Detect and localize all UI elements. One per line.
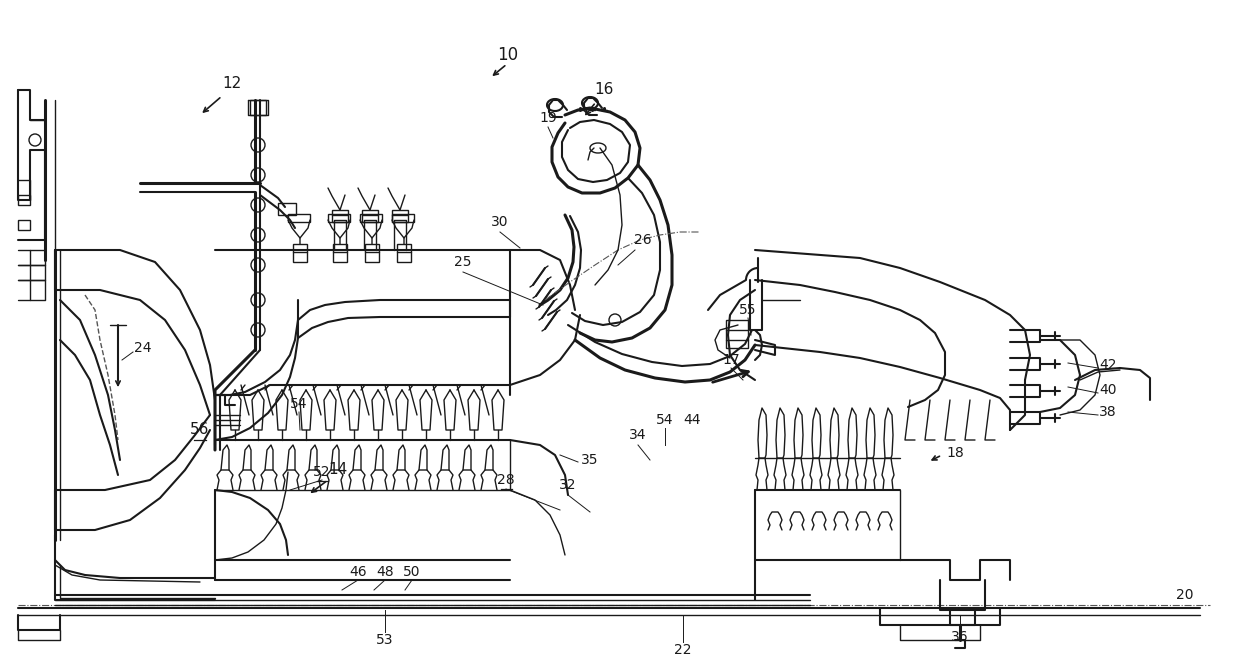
Bar	[397, 244, 410, 262]
Text: 35: 35	[582, 453, 599, 467]
Bar	[250, 100, 267, 115]
Bar	[329, 214, 350, 222]
Text: 53: 53	[376, 633, 394, 647]
Text: 16: 16	[594, 82, 614, 98]
Bar	[19, 195, 30, 205]
Text: 18: 18	[946, 446, 963, 460]
Text: 52: 52	[314, 465, 331, 479]
Text: 10: 10	[497, 46, 518, 64]
Text: 14: 14	[329, 463, 347, 477]
Text: 12: 12	[222, 76, 242, 90]
Text: 56: 56	[190, 422, 210, 438]
Bar	[19, 220, 30, 230]
Bar	[392, 210, 408, 222]
Text: 42: 42	[1099, 358, 1117, 372]
Bar	[365, 244, 379, 262]
Bar	[362, 210, 378, 222]
Bar	[725, 320, 748, 348]
Bar	[293, 244, 308, 262]
Text: 46: 46	[350, 565, 367, 579]
Bar	[332, 210, 348, 222]
Text: 24: 24	[134, 341, 151, 355]
Text: 26: 26	[634, 233, 652, 247]
Text: 22: 22	[675, 643, 692, 657]
Text: 17: 17	[722, 353, 740, 367]
Text: 44: 44	[683, 413, 701, 427]
Bar	[334, 244, 347, 262]
Bar	[288, 214, 310, 222]
Text: 48: 48	[376, 565, 394, 579]
Text: 54: 54	[656, 413, 673, 427]
Text: 20: 20	[1177, 588, 1194, 602]
Text: 54: 54	[290, 397, 308, 411]
Bar	[278, 203, 296, 215]
Text: 25: 25	[454, 255, 471, 269]
Text: 30: 30	[491, 215, 508, 229]
Text: 55: 55	[739, 303, 756, 317]
Text: 40: 40	[1099, 383, 1117, 397]
Text: 38: 38	[1099, 405, 1117, 419]
Text: 28: 28	[497, 473, 515, 487]
Text: 32: 32	[559, 478, 577, 492]
Text: 36: 36	[951, 630, 968, 644]
Text: 34: 34	[629, 428, 647, 442]
Bar	[392, 214, 414, 222]
Bar	[360, 214, 382, 222]
Text: 50: 50	[403, 565, 420, 579]
Text: 19: 19	[539, 111, 557, 125]
